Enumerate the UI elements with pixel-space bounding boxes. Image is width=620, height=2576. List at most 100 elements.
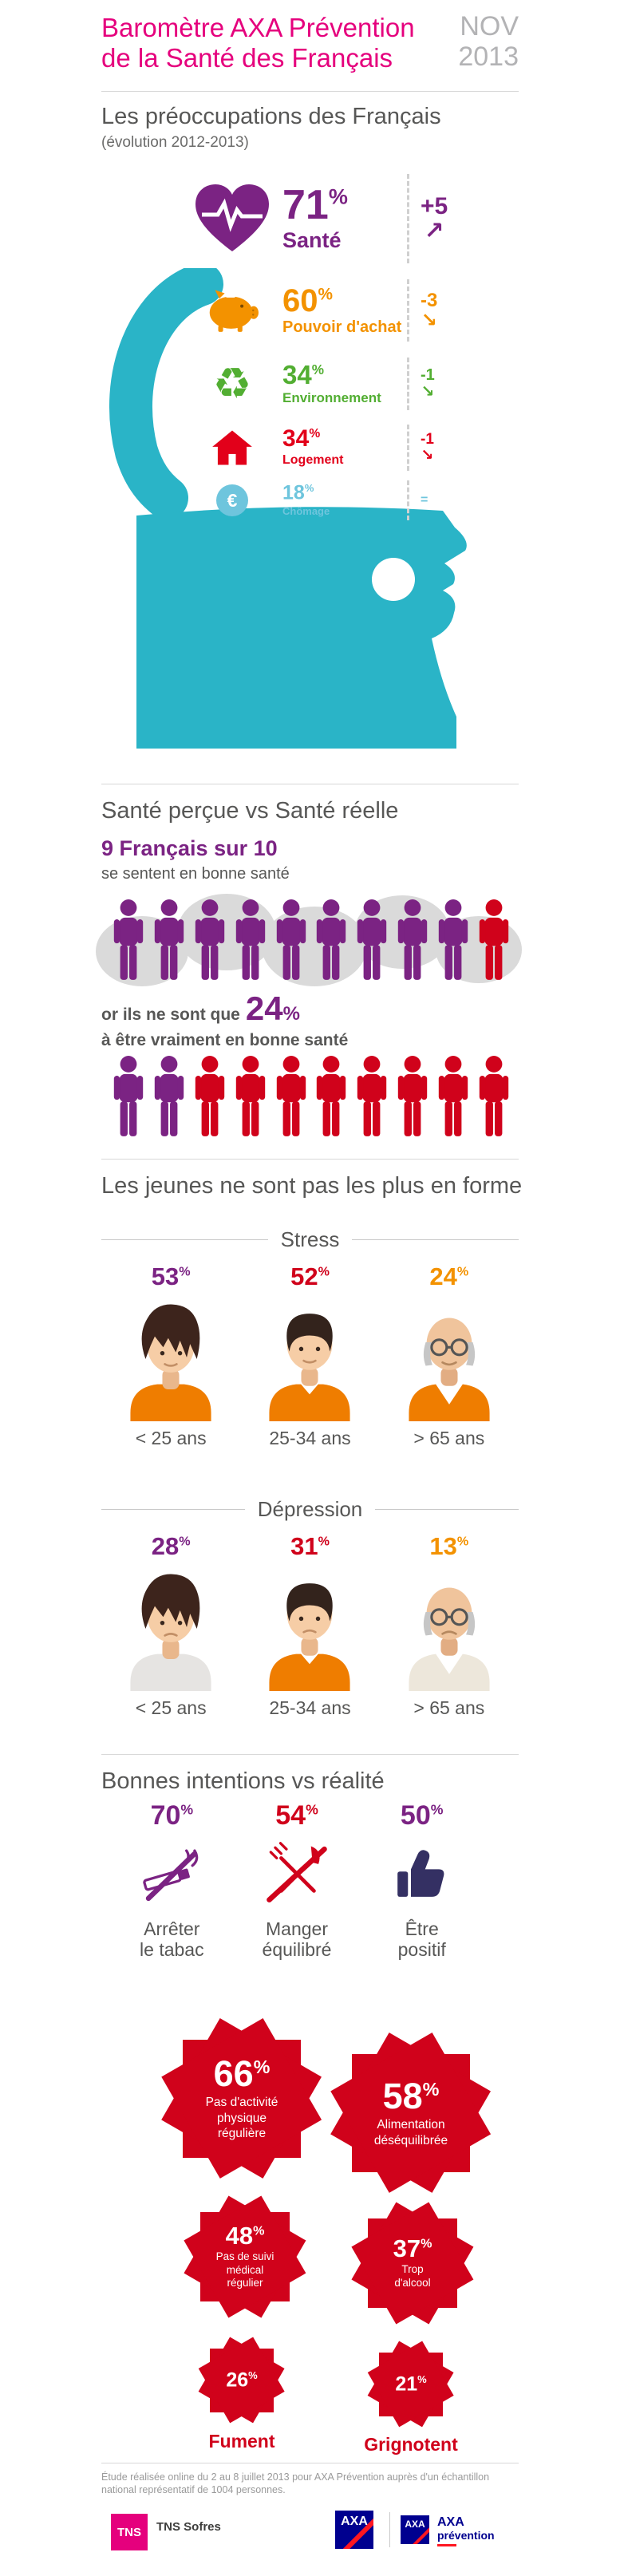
stress-stats-row: 53% < 25 ans 52% 25-34 ans <box>101 1264 519 1449</box>
badge-value: 58% <box>382 2076 440 2117</box>
stat-value: 52% <box>290 1262 330 1290</box>
person-icon <box>357 899 387 980</box>
badge-caption-grignotent: Grignotent <box>364 2434 458 2455</box>
date-month: NOV <box>460 11 519 41</box>
person-icon <box>276 899 306 980</box>
badge-line: déséquilibrée <box>373 2133 448 2147</box>
starburst-badge-alimentation: 58% Alimentation déséquilibrée <box>328 2030 494 2196</box>
intentions-row: 70% Arrêter le tabac 54% <box>109 1802 484 1961</box>
badge-value: 37% <box>393 2234 432 2263</box>
page-title: Baromètre AXA Prévention de la Santé des… <box>101 13 415 73</box>
starburst-badge-grignotent: 21% <box>366 2340 456 2429</box>
section-youth-heading: Les jeunes ne sont pas les plus en forme <box>101 1173 523 1199</box>
person-icon <box>113 1056 144 1136</box>
person-icon <box>235 899 265 980</box>
badge-line: médical <box>226 2263 264 2276</box>
section-intentions-heading: Bonnes intentions vs réalité <box>101 1768 385 1794</box>
trend-arrow-icon: ↘ <box>421 383 435 401</box>
page-title-line1: Baromètre AXA Prévention <box>101 13 415 42</box>
avatar-young-icon <box>130 1574 211 1691</box>
avatar-young-icon <box>130 1304 211 1421</box>
stat-label: < 25 ans <box>135 1697 207 1718</box>
person-icon <box>438 899 468 980</box>
red-accent-line <box>437 2543 456 2546</box>
concern-value: 18% <box>282 481 314 504</box>
people-row-1 <box>112 899 511 982</box>
intent-label: Manger équilibré <box>262 1918 332 1961</box>
concern-trend: -1 ↘ <box>407 358 435 410</box>
stat-col-under-25: 53% < 25 ans <box>101 1264 240 1449</box>
section-concerns-heading: Les préoccupations des Français <box>101 104 441 129</box>
badge-line: physique <box>216 2111 267 2125</box>
concern-label: Logement <box>282 452 344 467</box>
badge-line: régulier <box>227 2277 263 2290</box>
intent-label: Arrêter le tabac <box>140 1918 204 1961</box>
person-icon <box>317 899 346 980</box>
stat-value: 24% <box>429 1262 469 1290</box>
stat-col-over-65: 13% > 65 ans <box>380 1534 519 1719</box>
person-icon <box>438 1056 468 1136</box>
section-concerns-subheading: (évolution 2012-2013) <box>101 134 249 151</box>
concern-row-logement: 34% Logement -1 ↘ <box>190 425 434 471</box>
concern-trend: = <box>407 480 428 520</box>
concern-trend: -3 ↘ <box>407 279 437 342</box>
divider <box>101 1754 519 1755</box>
intent-value: 54% <box>275 1800 318 1831</box>
heart-pulse-icon <box>190 182 274 255</box>
person-icon <box>397 899 428 980</box>
person-icon <box>113 899 144 980</box>
stat-col-25-34: 52% 25-34 ans <box>240 1264 379 1449</box>
badge-line: Pas de suivi <box>215 2250 274 2262</box>
section-perception-heading: Santé perçue vs Santé réelle <box>101 798 399 824</box>
stat-value: 53% <box>151 1262 191 1290</box>
badge-caption-fument: Fument <box>208 2431 275 2452</box>
person-icon <box>195 1056 224 1136</box>
person-icon <box>235 1056 265 1136</box>
avatar-adult-icon <box>269 1314 351 1421</box>
no-junk-food-icon <box>267 1842 327 1902</box>
perception-claim-value: 9 Français sur 10 <box>101 836 278 860</box>
tns-sofres-label: TNS Sofres <box>156 2520 221 2534</box>
avatar-senior-icon <box>409 1318 490 1421</box>
concern-trend: -1 ↘ <box>407 425 434 471</box>
depression-stats-row: 28% < 25 ans 31% 25-34 ans <box>101 1534 519 1719</box>
starburst-badge-alcool: 37% Trop d'alcool <box>349 2200 476 2326</box>
person-icon <box>317 1056 346 1136</box>
concern-value: 71% <box>282 182 348 229</box>
stat-col-under-25: 28% < 25 ans <box>101 1534 240 1719</box>
concern-trend: +5 ↗ <box>407 174 448 263</box>
group-title-label: Stress <box>280 1227 340 1251</box>
starburst-badge-fument: 26% <box>197 2336 286 2425</box>
concern-value: 34% <box>282 425 321 452</box>
person-icon <box>479 1056 509 1136</box>
perception-claim-caption: se sentent en bonne santé <box>101 865 290 883</box>
head-silhouette <box>109 268 467 749</box>
euro-coin-icon: € <box>216 484 248 516</box>
intent-label: Être positif <box>397 1918 446 1961</box>
stat-label: > 65 ans <box>413 1697 485 1718</box>
thumbs-up-icon <box>397 1850 444 1897</box>
logo-separator <box>389 2512 390 2547</box>
stat-value: 13% <box>429 1532 469 1560</box>
house-icon <box>190 429 274 466</box>
concern-label: Pouvoir d'achat <box>282 318 402 336</box>
person-icon <box>479 899 509 980</box>
stat-label: 25-34 ans <box>269 1697 351 1718</box>
concern-value: 60% <box>282 282 333 318</box>
concern-label: Chômage <box>282 505 330 518</box>
concern-value: 34% <box>282 360 324 390</box>
concern-row-chomage: € 18% Chômage = <box>190 480 428 520</box>
ear-shape <box>372 558 415 601</box>
person-icon <box>276 1056 306 1136</box>
intent-col-positif: 50% Être positif <box>359 1802 484 1961</box>
stat-value: 28% <box>151 1532 191 1560</box>
recycle-icon: ♻ <box>212 358 252 409</box>
no-smoking-icon <box>143 1849 199 1902</box>
perception-reality: or ils ne sont que 24% à être vraiment e… <box>101 990 348 1050</box>
person-icon <box>154 1056 184 1136</box>
face-shape <box>136 507 467 749</box>
piggy-bank-icon <box>190 287 274 334</box>
intent-col-tabac: 70% Arrêter le tabac <box>109 1802 235 1961</box>
intent-value: 70% <box>150 1800 194 1831</box>
study-note: Étude réalisée online du 2 au 8 juillet … <box>101 2471 490 2496</box>
